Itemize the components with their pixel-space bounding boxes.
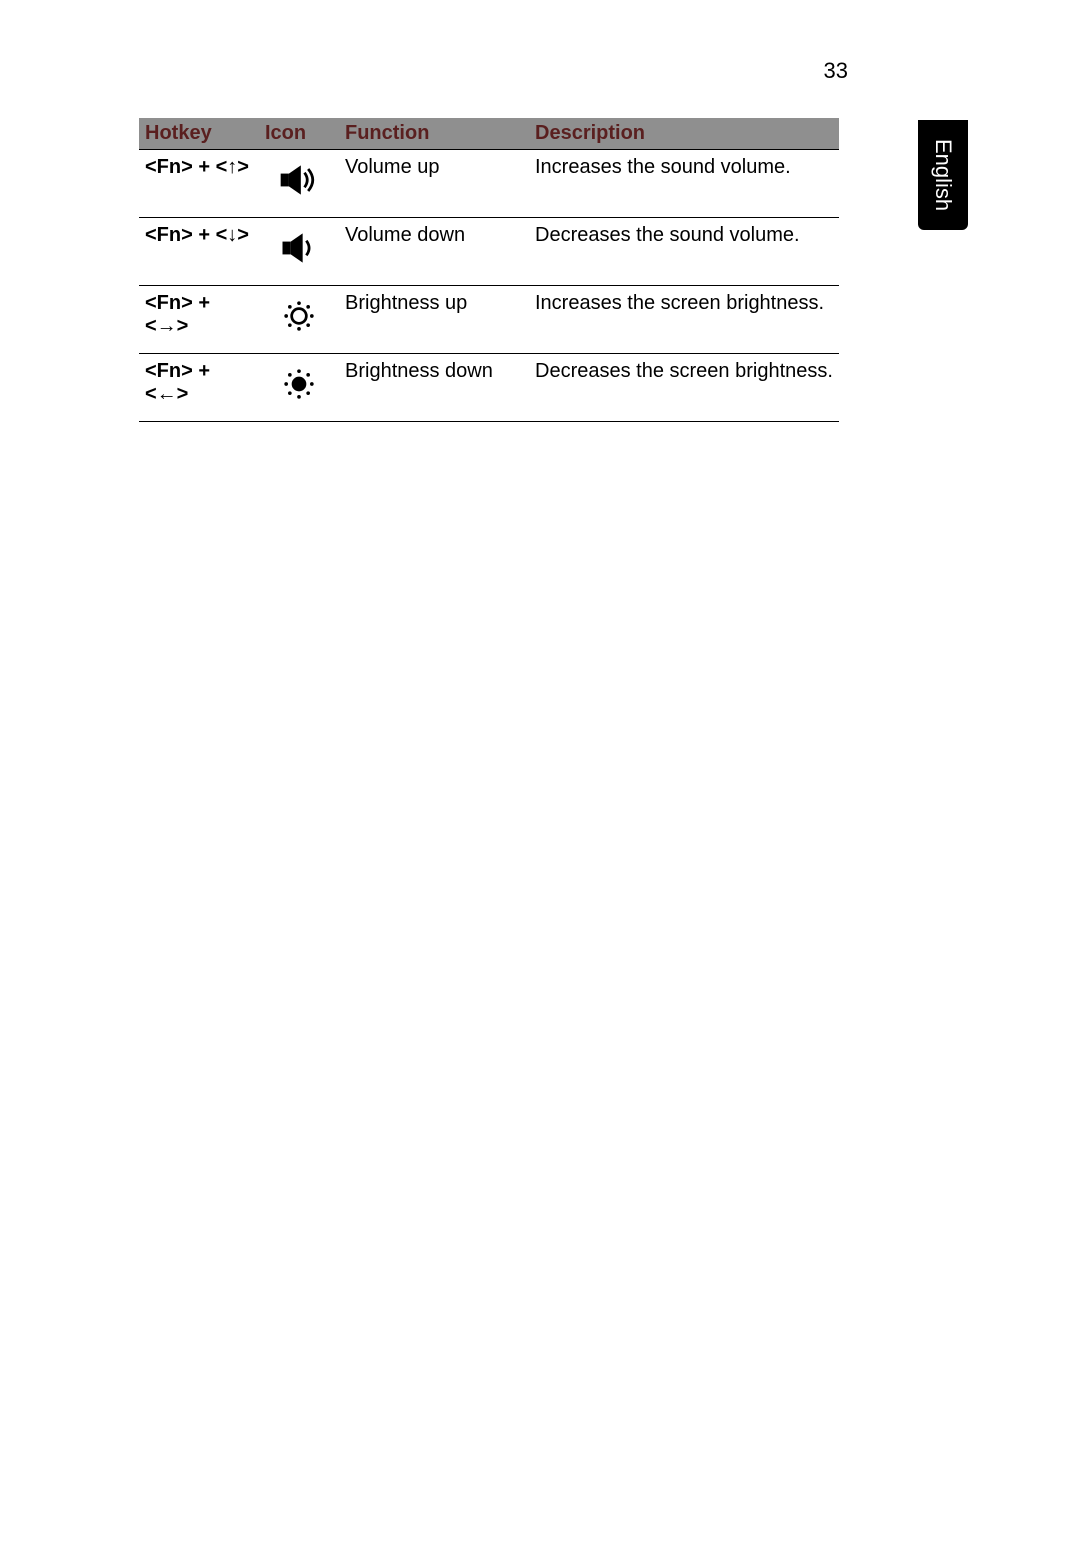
col-header-function: Function [339, 118, 529, 150]
description-cell: Increases the screen brightness. [529, 286, 839, 354]
icon-cell [259, 286, 339, 354]
icon-cell [259, 150, 339, 218]
function-cell: Volume up [339, 150, 529, 218]
function-cell: Brightness down [339, 354, 529, 422]
function-cell: Volume down [339, 218, 529, 286]
col-header-description: Description [529, 118, 839, 150]
table-row: <Fn> + <→> Brightness up Increases the s… [139, 286, 839, 354]
brightness-up-icon [277, 296, 321, 336]
function-cell: Brightness up [339, 286, 529, 354]
table-row: <Fn> + <←> Brightness down Decreases the… [139, 354, 839, 422]
description-cell: Increases the sound volume. [529, 150, 839, 218]
language-tab: English [918, 120, 968, 230]
table-row: <Fn> + <↑> Volume up Increases the sound… [139, 150, 839, 218]
icon-cell [259, 354, 339, 422]
volume-up-icon [277, 160, 321, 200]
col-header-icon: Icon [259, 118, 339, 150]
hotkey-cell: <Fn> + <↓> [139, 218, 259, 286]
hotkey-cell: <Fn> + <←> [139, 354, 259, 422]
hotkey-cell: <Fn> + <↑> [139, 150, 259, 218]
description-cell: Decreases the screen brightness. [529, 354, 839, 422]
col-header-hotkey: Hotkey [139, 118, 259, 150]
hotkey-table: Hotkey Icon Function Description <Fn> + … [139, 118, 839, 422]
volume-down-icon [277, 228, 321, 268]
page-number: 33 [824, 58, 848, 84]
hotkey-cell: <Fn> + <→> [139, 286, 259, 354]
brightness-down-icon [277, 364, 321, 404]
table-row: <Fn> + <↓> Volume down Decreases the sou… [139, 218, 839, 286]
table-header-row: Hotkey Icon Function Description [139, 118, 839, 150]
icon-cell [259, 218, 339, 286]
description-cell: Decreases the sound volume. [529, 218, 839, 286]
